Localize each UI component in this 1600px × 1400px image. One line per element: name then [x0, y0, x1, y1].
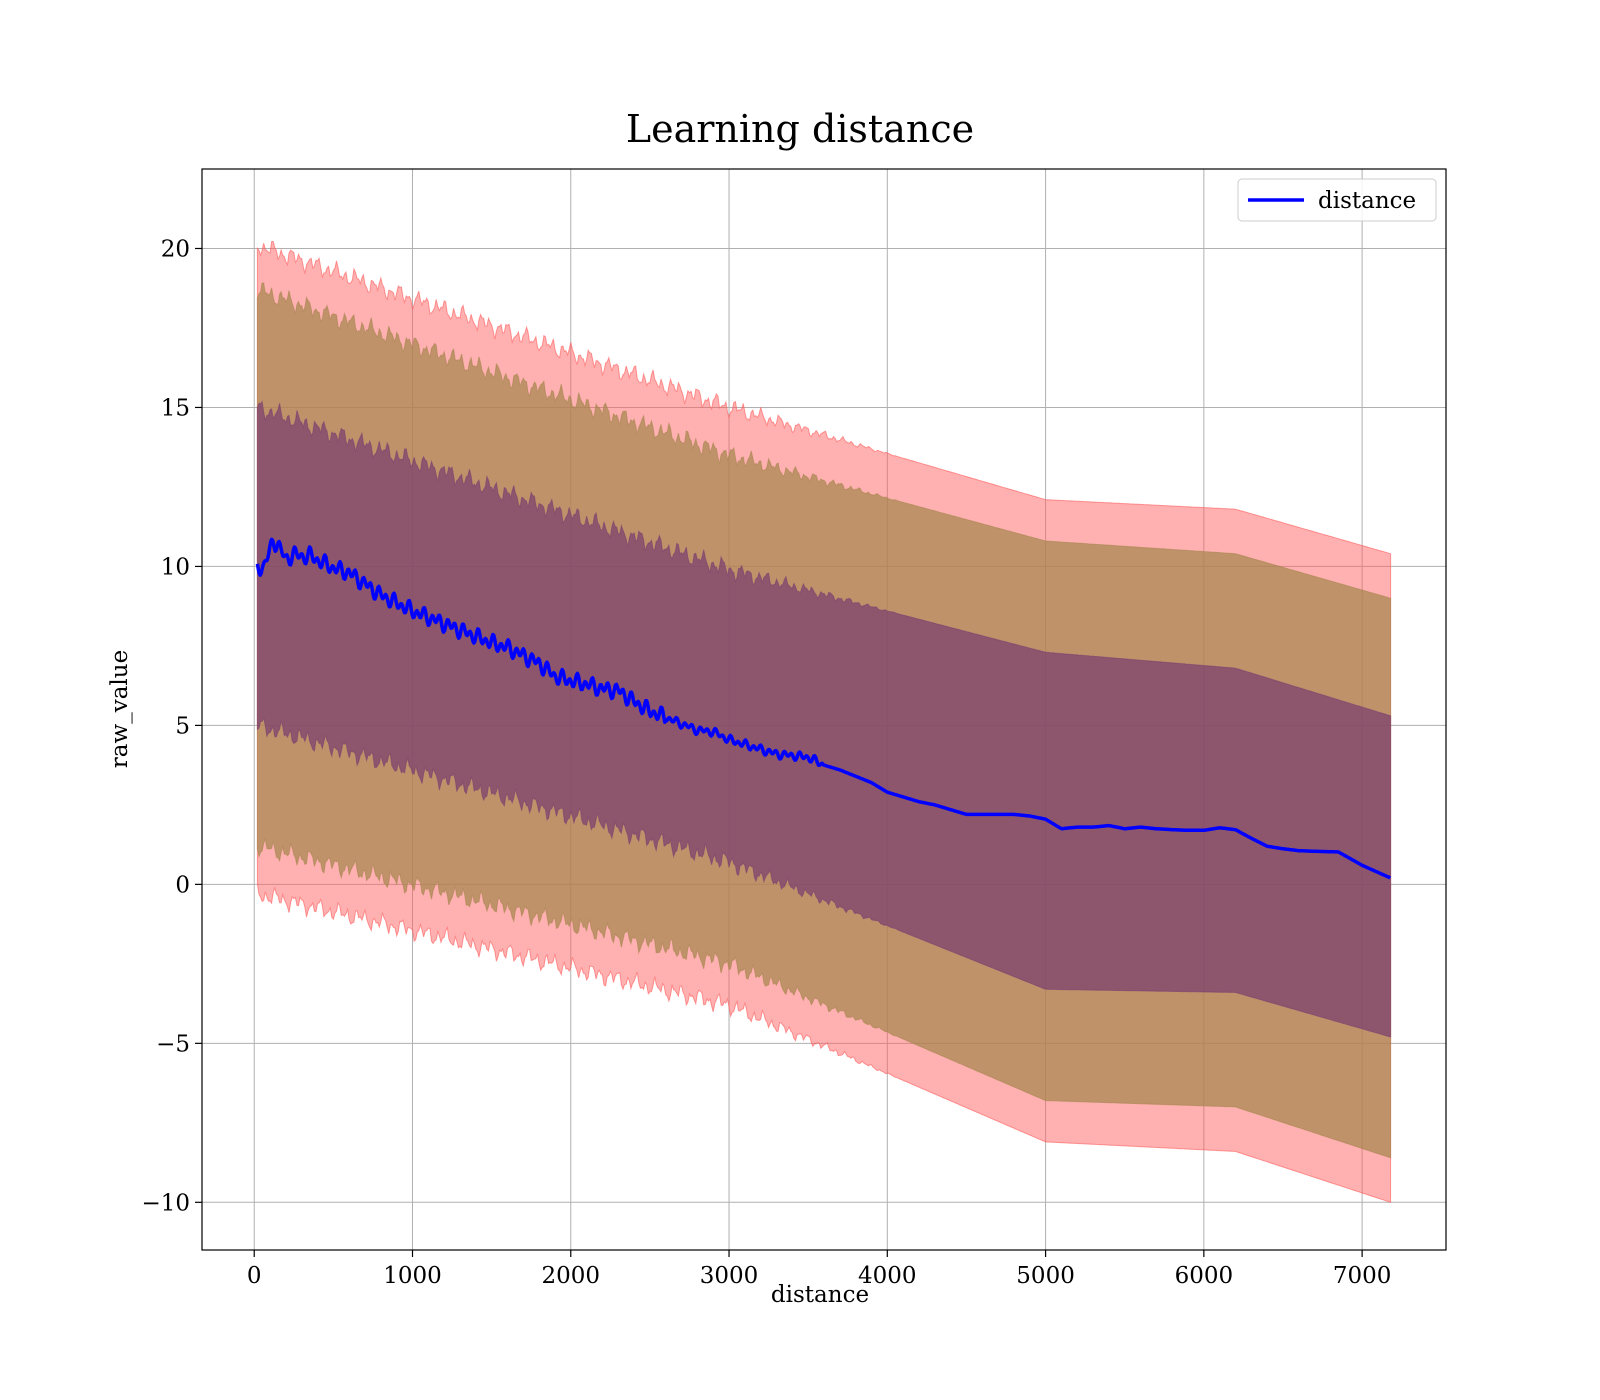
- series-lines: [255, 537, 1392, 880]
- y-tick-label: −10: [141, 1190, 190, 1216]
- x-tick-label: 6000: [1175, 1263, 1234, 1289]
- chart-title: Learning distance: [626, 107, 974, 151]
- x-tick-label: 7000: [1333, 1263, 1392, 1289]
- x-tick-label: 5000: [1016, 1263, 1075, 1289]
- plot-frame: [201, 168, 1447, 1251]
- y-tick-label: 20: [161, 236, 190, 262]
- legend-label: distance: [1318, 188, 1416, 214]
- axis-ticks: 0 1000 2000 3000 4000 5000 6000 7000 −10 −5 0 5 10 15…: [141, 236, 1391, 1289]
- y-axis-label: raw_value: [107, 650, 133, 768]
- y-tick-label: 15: [161, 395, 190, 421]
- legend: distance: [1237, 178, 1437, 222]
- x-tick-label: 2000: [541, 1263, 600, 1289]
- confidence-bands: [256, 240, 1392, 1203]
- inner-band: [256, 400, 1392, 1038]
- y-tick-label: 0: [175, 872, 190, 898]
- x-tick-label: 3000: [700, 1263, 759, 1289]
- y-tick-label: 5: [175, 713, 190, 739]
- series-line-distance: [255, 537, 1392, 880]
- y-tick-label: −5: [156, 1031, 190, 1057]
- x-tick-label: 1000: [383, 1263, 442, 1289]
- x-tick-label: 4000: [858, 1263, 917, 1289]
- x-tick-label: 0: [247, 1263, 262, 1289]
- legend-box: [1237, 178, 1437, 222]
- y-tick-label: 10: [161, 554, 190, 580]
- x-axis-label: distance: [771, 1282, 869, 1308]
